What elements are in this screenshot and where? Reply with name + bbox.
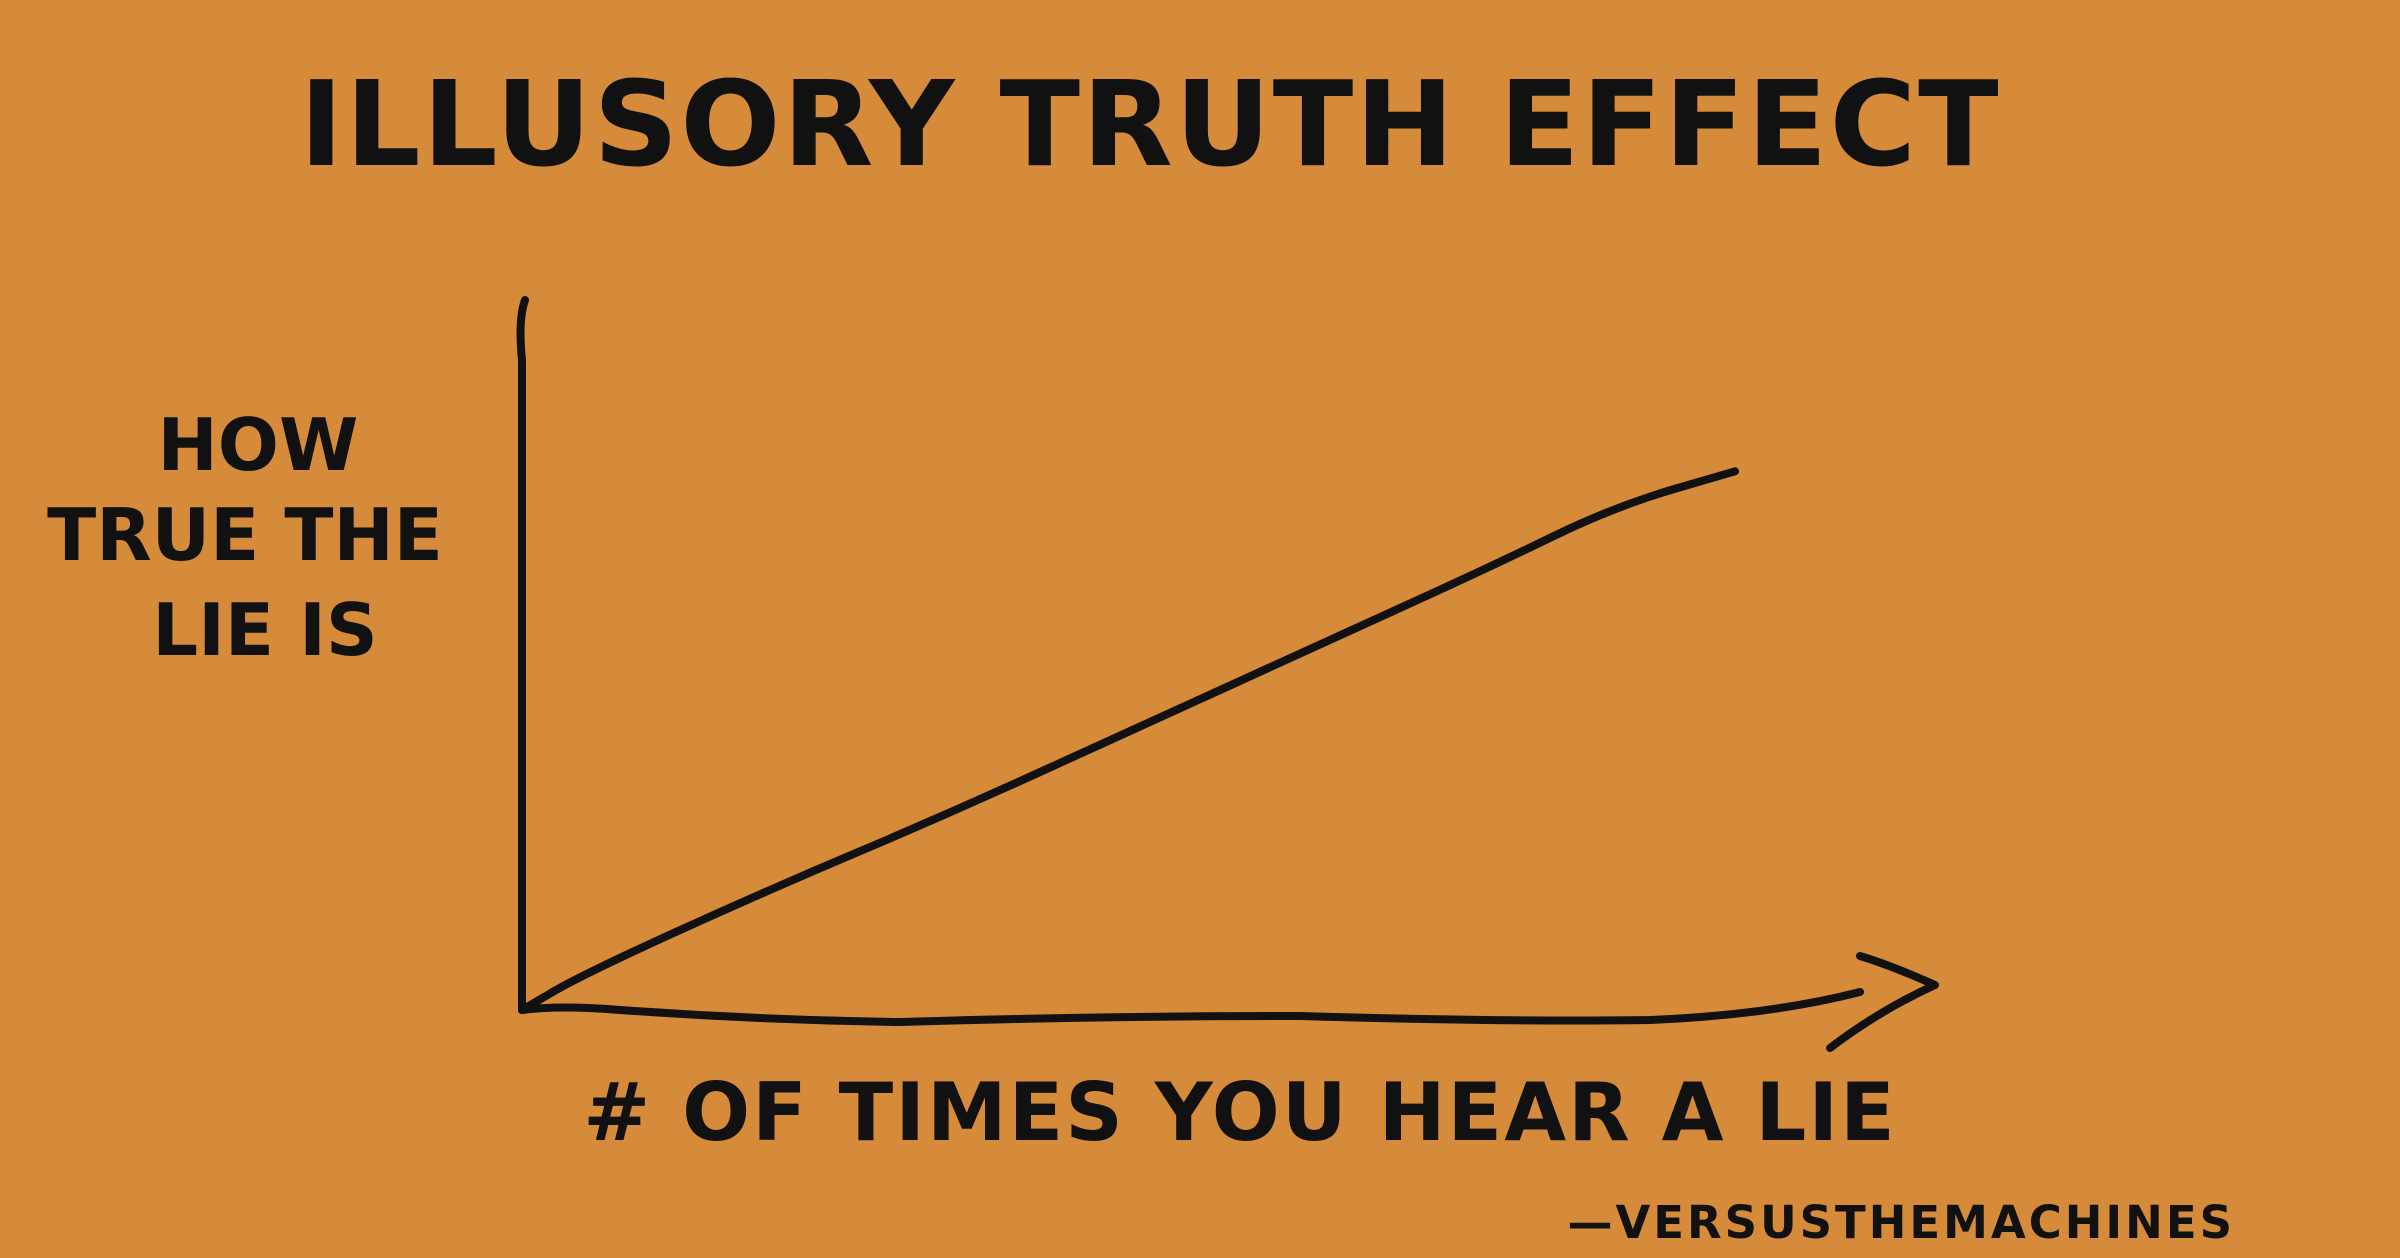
signature: —VERSUSTHEMACHINES [1567,1196,2235,1249]
series-line [518,467,1739,1014]
y-axis-label-line-1: HOW [158,403,359,487]
y-axis-label-line-3: LIE IS [152,588,378,672]
chart-title: ILLUSORY TRUTH EFFECT [299,55,2000,193]
x-axis-arrowhead [1826,952,1939,1052]
y-axis-line [516,296,529,1014]
x-axis-label: # OF TIMES YOU HEAR A LIE [583,1066,1896,1159]
x-axis-line [518,988,1864,1027]
y-axis-label-line-2: TRUE THE [47,493,443,577]
